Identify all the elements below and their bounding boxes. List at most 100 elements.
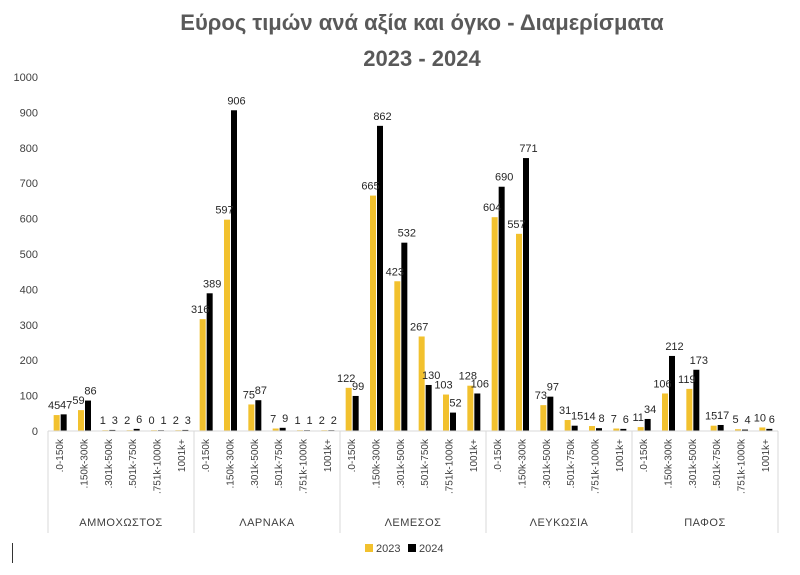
bar-2023 <box>564 420 571 431</box>
bar-2023 <box>394 281 401 431</box>
bar-2024 <box>766 428 773 431</box>
data-label-2024: 3 <box>112 415 118 427</box>
data-label-2024: 47 <box>60 399 72 411</box>
bar-2024 <box>401 242 408 431</box>
bar-2024 <box>85 400 91 431</box>
data-label-2023: 122 <box>337 373 355 385</box>
data-label-2023: 423 <box>386 266 404 278</box>
bar-2023 <box>248 404 255 431</box>
category-label: .0-150k <box>55 438 66 472</box>
bar-2024 <box>182 429 189 431</box>
category-label: .301k-500k <box>542 438 553 488</box>
category-label: .501k-750k <box>566 438 577 488</box>
data-label-2024: 17 <box>717 410 729 422</box>
category-label: 1001k+ <box>615 439 626 472</box>
bar-2023 <box>662 393 668 431</box>
data-label-2023: 15 <box>705 411 717 423</box>
data-label-2023: 2 <box>124 415 130 427</box>
data-label-2023: 316 <box>191 304 209 316</box>
data-label-2024: 97 <box>547 382 559 394</box>
data-label-2023: 31 <box>559 405 571 417</box>
category-label: .150k-300k <box>518 438 529 488</box>
category-label: .301k-500k <box>396 438 407 488</box>
category-label: .0-150k <box>201 438 212 472</box>
bar-2023 <box>735 429 741 431</box>
bar-2023 <box>491 217 498 431</box>
x-axis: ΑΜΜΟΧΩΣΤΟΣ .0-150k .150k-300k .301k-500k .50… <box>47 430 779 533</box>
data-label-2024: 1 <box>160 415 166 427</box>
bar-2023 <box>613 428 620 431</box>
data-label-2024: 690 <box>495 172 513 184</box>
data-label-2024: 99 <box>352 381 364 393</box>
bar-2024 <box>620 428 627 431</box>
category-label: .751k-1000k <box>737 438 748 494</box>
chart-title-line2: 2023 - 2024 <box>363 46 481 71</box>
bar-2023 <box>53 415 60 431</box>
bar-2024 <box>133 428 140 431</box>
data-label-2023: 557 <box>507 219 525 231</box>
data-label-2023: 597 <box>215 205 233 217</box>
category-label: .501k-750k <box>712 438 723 488</box>
data-label-2024: 9 <box>282 413 288 425</box>
data-label-2024: 106 <box>471 378 489 390</box>
category-label: 1001k+ <box>177 439 188 472</box>
data-label-2024: 34 <box>644 404 656 416</box>
bar-2024 <box>547 396 554 431</box>
bar-2024 <box>742 429 748 431</box>
bar-2024 <box>425 384 432 431</box>
data-label-2023: 1 <box>294 415 300 427</box>
category-label: .150k-300k <box>80 438 91 488</box>
data-label-2023: 14 <box>583 411 595 423</box>
category-label: .301k-500k <box>250 438 261 488</box>
category-label: .301k-500k <box>688 438 699 488</box>
category-label: 1001k+ <box>761 439 772 472</box>
bar-2024 <box>279 427 286 431</box>
bar-2024 <box>231 110 237 431</box>
data-label-2024: 532 <box>398 228 416 240</box>
category-label: .150k-300k <box>226 438 237 488</box>
data-label-2024: 87 <box>255 385 267 397</box>
bar-2024 <box>255 400 262 431</box>
bar-2023 <box>199 319 206 431</box>
y-tick-label: 400 <box>20 284 38 296</box>
category-label: .150k-300k <box>664 438 675 488</box>
data-label-2024: 906 <box>227 95 245 107</box>
data-label-2024: 130 <box>422 370 440 382</box>
bar-2023 <box>686 388 693 431</box>
data-label-2023: 59 <box>72 395 84 407</box>
bar-2024 <box>206 293 213 431</box>
legend-label-2023: 2023 <box>376 543 400 555</box>
data-label-2024: 2 <box>331 415 337 427</box>
data-label-2024: 389 <box>203 278 221 290</box>
bar-2024 <box>498 186 505 431</box>
category-label: 1001k+ <box>323 439 334 472</box>
group-label: ΛΑΡΝΑΚΑ <box>239 517 295 529</box>
y-tick-label: 800 <box>20 143 38 155</box>
category-label: 1001k+ <box>469 439 480 472</box>
bar-2023 <box>78 410 84 431</box>
data-label-2023: 73 <box>535 390 547 402</box>
data-label-2023: 103 <box>434 380 452 392</box>
data-label-2023: 7 <box>270 414 276 426</box>
bar-2024 <box>352 395 359 431</box>
category-label: .751k-1000k <box>591 438 602 494</box>
data-label-2023: 1 <box>100 415 106 427</box>
bar-2024 <box>450 412 456 431</box>
category-label: .751k-1000k <box>299 438 310 494</box>
data-label-2024: 86 <box>84 386 96 398</box>
y-tick-label: 500 <box>20 249 38 261</box>
legend-swatch-2023 <box>365 544 373 552</box>
category-label: .0-150k <box>493 438 504 472</box>
category-label: .150k-300k <box>372 438 383 488</box>
bar-2024 <box>596 428 602 431</box>
legend: 2023 2024 <box>365 543 443 555</box>
data-label-2024: 52 <box>449 398 461 410</box>
category-label: .301k-500k <box>104 438 115 488</box>
bar-2024 <box>669 355 675 431</box>
y-tick-label: 200 <box>20 355 38 367</box>
data-label-2023: 2 <box>173 415 179 427</box>
y-tick-label: 700 <box>20 178 38 190</box>
bar-2024 <box>60 414 67 431</box>
